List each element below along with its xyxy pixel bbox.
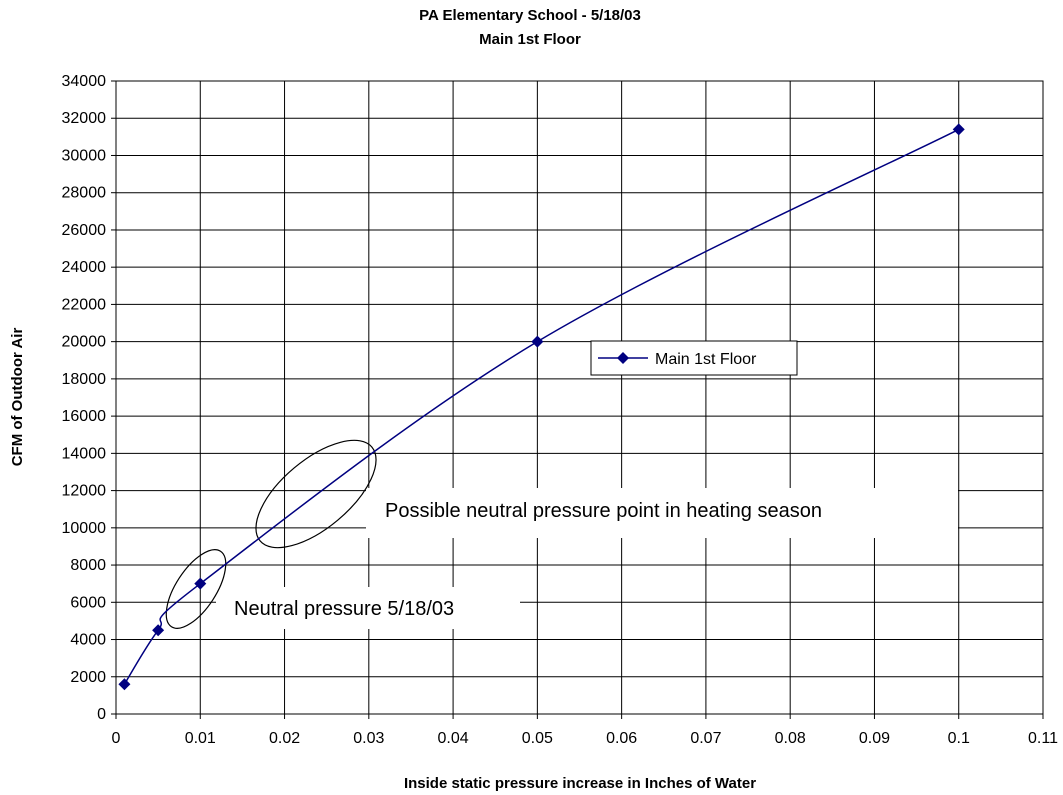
x-axis-title: Inside static pressure increase in Inche… bbox=[404, 775, 756, 792]
x-tick-label: 0.08 bbox=[775, 730, 806, 747]
plot-area bbox=[115, 80, 1044, 715]
y-tick-label: 30000 bbox=[62, 147, 107, 164]
data-point-marker bbox=[118, 678, 131, 691]
annotations: Possible neutral pressure point in heati… bbox=[165, 439, 958, 629]
y-tick-label: 2000 bbox=[70, 669, 106, 686]
y-tick-label: 0 bbox=[97, 706, 106, 723]
ellipse-neutral-pressure bbox=[165, 549, 227, 629]
x-tick-label: 0.07 bbox=[690, 730, 721, 747]
annotation-heating-season: Possible neutral pressure point in heati… bbox=[385, 500, 822, 522]
data-point-marker bbox=[152, 624, 165, 637]
x-tick-label: 0.1 bbox=[948, 730, 970, 747]
x-tick-label: 0.03 bbox=[353, 730, 384, 747]
x-tick-label: 0.04 bbox=[438, 730, 469, 747]
chart-title: PA Elementary School - 5/18/03 bbox=[419, 7, 641, 24]
y-tick-label: 34000 bbox=[62, 73, 107, 90]
y-axis-title: CFM of Outdoor Air bbox=[9, 328, 26, 467]
annotation-box-neutral-pressure bbox=[216, 587, 520, 629]
annotation-box-heating-season bbox=[366, 488, 958, 538]
y-tick-label: 14000 bbox=[62, 445, 107, 462]
y-tick-label: 8000 bbox=[70, 557, 106, 574]
y-tick-label: 26000 bbox=[62, 222, 107, 239]
legend-marker-swatch bbox=[617, 352, 629, 364]
y-tick-label: 16000 bbox=[62, 408, 107, 425]
data-point-marker bbox=[952, 123, 965, 136]
legend: Main 1st Floor bbox=[590, 340, 798, 376]
x-tick-label: 0.09 bbox=[859, 730, 890, 747]
legend-label: Main 1st Floor bbox=[655, 351, 757, 368]
x-tick-label: 0 bbox=[112, 730, 121, 747]
y-tick-label: 18000 bbox=[62, 371, 107, 388]
y-tick-label: 28000 bbox=[62, 185, 107, 202]
x-axis-ticks: 0 0.01 0.02 0.03 0.04 0.05 0.06 0.07 0.08 0.09 0.1… bbox=[112, 714, 1058, 747]
ellipse-heating-season bbox=[255, 439, 377, 549]
chart-subtitle: Main 1st Floor bbox=[479, 31, 581, 48]
y-tick-label: 22000 bbox=[62, 296, 107, 313]
x-tick-label: 0.02 bbox=[269, 730, 300, 747]
x-tick-label: 0.11 bbox=[1028, 730, 1058, 747]
annotation-neutral-pressure: Neutral pressure 5/18/03 bbox=[234, 598, 454, 620]
y-axis-ticks: 0 2000 4000 6000 8000 10000 12000 14000 16000 180… bbox=[62, 73, 116, 723]
x-tick-label: 0.06 bbox=[606, 730, 637, 747]
y-tick-label: 24000 bbox=[62, 259, 107, 276]
x-tick-label: 0.01 bbox=[185, 730, 216, 747]
y-tick-label: 32000 bbox=[62, 110, 107, 127]
y-tick-label: 4000 bbox=[70, 632, 106, 649]
data-point-marker bbox=[194, 577, 207, 590]
y-tick-label: 20000 bbox=[62, 334, 107, 351]
x-tick-label: 0.05 bbox=[522, 730, 553, 747]
data-point-marker bbox=[531, 335, 544, 348]
y-tick-label: 12000 bbox=[62, 483, 107, 500]
y-tick-label: 6000 bbox=[70, 594, 106, 611]
series-main-1st-floor bbox=[118, 123, 965, 691]
y-tick-label: 10000 bbox=[62, 520, 107, 537]
